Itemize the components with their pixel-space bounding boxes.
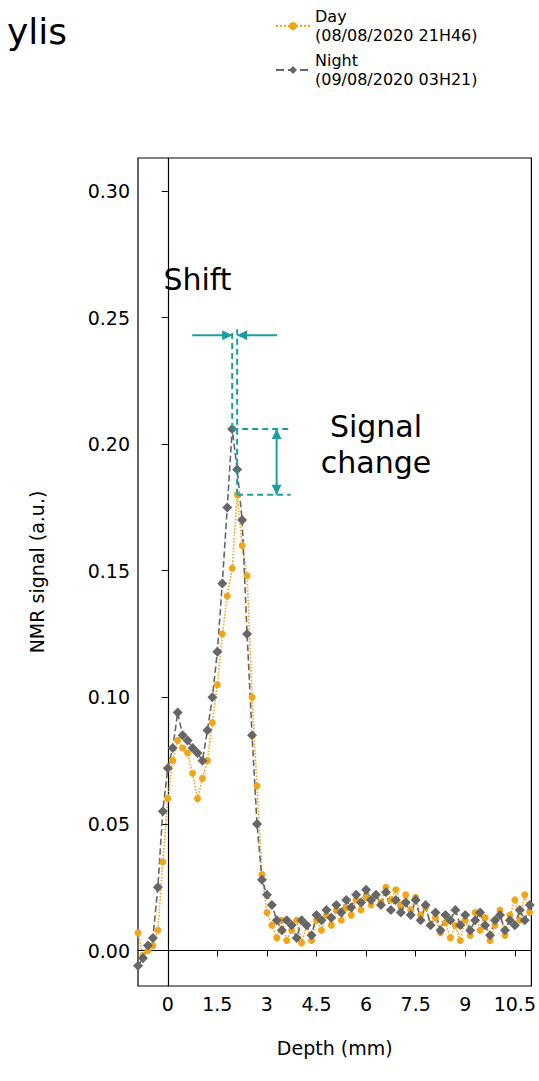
svg-text:0.15: 0.15 — [88, 560, 130, 582]
svg-text:0.30: 0.30 — [88, 180, 130, 202]
svg-text:6: 6 — [360, 993, 372, 1015]
svg-text:1.5: 1.5 — [202, 993, 232, 1015]
svg-text:ylis: ylis — [7, 11, 67, 52]
svg-text:0.25: 0.25 — [88, 307, 130, 329]
svg-text:0.10: 0.10 — [88, 686, 130, 708]
svg-text:10.5: 10.5 — [494, 993, 536, 1015]
svg-text:Depth (mm): Depth (mm) — [277, 1037, 393, 1059]
svg-text:0: 0 — [162, 993, 174, 1015]
svg-text:0.00: 0.00 — [88, 940, 130, 962]
svg-text:Shift: Shift — [163, 262, 231, 297]
svg-text:Day: Day — [315, 7, 347, 26]
svg-text:Signal: Signal — [330, 409, 422, 444]
svg-text:change: change — [321, 445, 431, 480]
svg-text:7.5: 7.5 — [401, 993, 431, 1015]
svg-text:NMR signal (a.u.): NMR signal (a.u.) — [26, 491, 48, 654]
svg-text:3: 3 — [261, 993, 273, 1015]
svg-text:0.20: 0.20 — [88, 433, 130, 455]
svg-text:(09/08/2020 03H21): (09/08/2020 03H21) — [315, 70, 478, 89]
svg-text:9: 9 — [459, 993, 471, 1015]
svg-text:(08/08/2020 21H46): (08/08/2020 21H46) — [315, 26, 478, 45]
svg-text:4.5: 4.5 — [301, 993, 331, 1015]
svg-text:0.05: 0.05 — [88, 813, 130, 835]
svg-text:Night: Night — [315, 51, 358, 70]
